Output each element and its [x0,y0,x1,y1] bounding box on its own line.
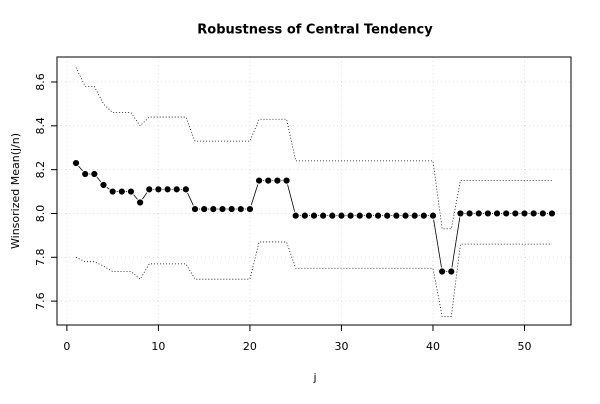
y-tick-label: 7.8 [34,249,47,267]
x-tick-label: 20 [243,340,257,353]
y-axis-label: Winsorized Mean(j/n) [9,133,22,249]
point [154,185,163,194]
point [81,169,90,179]
point [547,209,557,218]
point [90,169,99,179]
point [401,211,410,220]
point [383,211,392,220]
point [145,185,154,194]
point [465,209,474,218]
point [483,209,492,218]
point [373,211,383,220]
point [291,211,300,220]
point [337,211,346,220]
point [456,209,465,218]
point [392,211,401,220]
chart-title: Robustness of Central Tendency [197,23,433,38]
point [200,204,209,214]
point [245,204,255,214]
y-tick-label: 8.6 [34,73,47,91]
y-tick-label: 8.2 [34,161,47,179]
x-tick-label: 10 [151,340,165,353]
point [163,185,172,194]
point [273,176,282,185]
point [117,187,126,196]
point [428,211,438,220]
point [254,176,264,185]
point [218,204,227,214]
point [108,187,117,196]
point [474,209,483,218]
y-tick-label: 8.4 [34,117,47,135]
point [328,211,337,220]
x-tick-label: 0 [63,340,70,353]
point [529,209,538,218]
band-line [75,241,552,317]
point [282,176,291,185]
plot-frame [56,56,572,326]
y-tick-label: 7.6 [34,292,47,310]
point [319,211,328,220]
point [99,180,108,190]
point [538,209,547,218]
y-tick-label: 8.0 [34,205,47,223]
point [71,158,81,168]
point [309,211,319,220]
point [126,187,136,196]
x-tick-label: 40 [426,340,440,353]
point [364,211,374,220]
point [172,185,181,194]
point [502,209,511,218]
point [181,185,190,194]
point [438,267,447,276]
point [346,211,355,220]
point [520,209,529,218]
x-tick-label: 30 [334,340,348,353]
point [419,211,428,220]
point [264,176,273,185]
x-axis-label: j [312,371,316,384]
point [447,267,456,276]
point [410,211,419,220]
point [355,211,364,220]
point [236,204,245,214]
point [190,204,200,214]
point [227,204,236,214]
point [492,209,502,218]
point [209,204,218,214]
point [300,211,309,220]
point [511,209,520,218]
point [136,198,145,207]
x-tick-label: 50 [518,340,532,353]
